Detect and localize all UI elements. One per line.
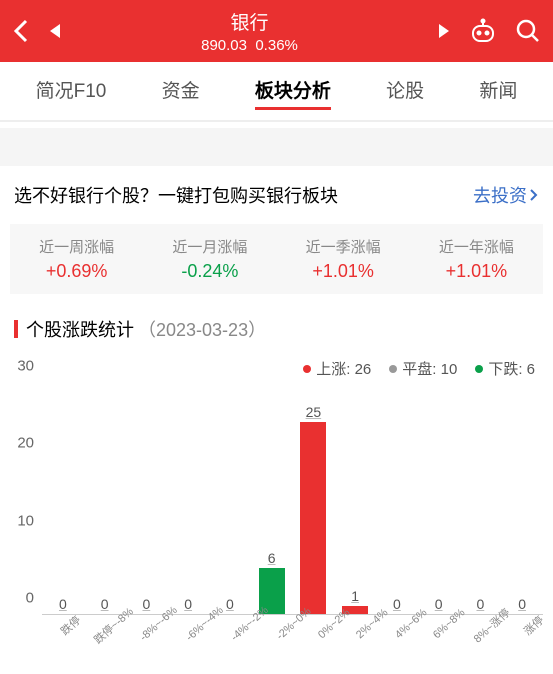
bar-value: 0 bbox=[226, 596, 234, 612]
bar-slot: 0 bbox=[42, 383, 84, 614]
section-date: （2023-03-23） bbox=[138, 316, 266, 342]
bar-value: 0 bbox=[393, 596, 401, 612]
sector-quote: 890.03 0.36% bbox=[201, 37, 298, 54]
period-label: 近一季涨幅 bbox=[277, 236, 410, 257]
chart-plot: 0 0 0 0 0 6 25 1 0 0 0 0 bbox=[42, 383, 543, 615]
bar-value: 1 bbox=[351, 588, 359, 604]
invest-text: 选不好银行个股？一键打包购买银行板块 bbox=[14, 182, 338, 208]
y-tick: 30 bbox=[17, 358, 34, 375]
period-value: +1.01% bbox=[277, 261, 410, 282]
app-header: 银行 890.03 0.36% bbox=[0, 0, 553, 62]
period-value: +1.01% bbox=[410, 261, 543, 282]
search-icon[interactable] bbox=[515, 18, 541, 44]
period-value: -0.24% bbox=[143, 261, 276, 282]
bar-slot: 0 bbox=[376, 383, 418, 614]
period-label: 近一年涨幅 bbox=[410, 236, 543, 257]
legend-label: 下跌: 6 bbox=[488, 358, 535, 379]
legend-dot bbox=[303, 365, 311, 373]
bar-slot: 25 bbox=[293, 383, 335, 614]
bar-value: 6 bbox=[268, 550, 276, 566]
spacer bbox=[0, 121, 553, 166]
legend-dot bbox=[475, 365, 483, 373]
bar-slot: 6 bbox=[251, 383, 293, 614]
tab-新闻[interactable]: 新闻 bbox=[479, 76, 517, 110]
period-value: +0.69% bbox=[10, 261, 143, 282]
tab-论股[interactable]: 论股 bbox=[386, 76, 424, 110]
tab-bar: 简况F10 资金 板块分析 论股 新闻 bbox=[0, 62, 553, 121]
invest-banner: 选不好银行个股？一键打包购买银行板块 去投资 bbox=[0, 166, 553, 224]
robot-icon[interactable] bbox=[469, 18, 497, 44]
period-label: 近一周涨幅 bbox=[10, 236, 143, 257]
tab-简况F10[interactable]: 简况F10 bbox=[36, 76, 107, 110]
bar-slot: 1 bbox=[334, 383, 376, 614]
period-item: 近一月涨幅 -0.24% bbox=[143, 236, 276, 282]
bar-value: 0 bbox=[476, 596, 484, 612]
period-label: 近一月涨幅 bbox=[143, 236, 276, 257]
legend-item: 下跌: 6 bbox=[475, 358, 535, 379]
period-item: 近一周涨幅 +0.69% bbox=[10, 236, 143, 282]
sector-name: 银行 bbox=[201, 8, 298, 35]
section-title-text: 个股涨跌统计 bbox=[26, 316, 134, 342]
legend-item: 平盘: 10 bbox=[389, 358, 457, 379]
bar bbox=[300, 422, 326, 615]
header-title-block: 银行 890.03 0.36% bbox=[201, 8, 298, 54]
bar-slot: 0 bbox=[84, 383, 126, 614]
period-item: 近一季涨幅 +1.01% bbox=[277, 236, 410, 282]
bar-slot: 0 bbox=[209, 383, 251, 614]
prev-icon[interactable] bbox=[48, 22, 62, 40]
y-tick: 20 bbox=[17, 435, 34, 452]
bar-value: 0 bbox=[142, 596, 150, 612]
legend-dot bbox=[389, 365, 397, 373]
bar-value: 0 bbox=[518, 596, 526, 612]
section-title: 个股涨跌统计 （2023-03-23） bbox=[0, 294, 553, 348]
period-stats-row: 近一周涨幅+0.69%近一月涨幅-0.24%近一季涨幅+1.01%近一年涨幅+1… bbox=[10, 224, 543, 294]
y-tick: 10 bbox=[17, 512, 34, 529]
y-axis: 0102030 bbox=[0, 383, 40, 615]
back-icon[interactable] bbox=[12, 17, 30, 45]
bar-slot: 0 bbox=[418, 383, 460, 614]
tab-板块分析[interactable]: 板块分析 bbox=[255, 76, 331, 110]
y-tick: 0 bbox=[26, 590, 34, 607]
tab-资金[interactable]: 资金 bbox=[162, 76, 200, 110]
bar-chart: 0102030 0000062510000 跌停跌停~-8%-8%~-6%-6%… bbox=[0, 383, 553, 663]
legend-item: 上涨: 26 bbox=[303, 358, 371, 379]
bar-slot: 0 bbox=[501, 383, 543, 614]
chart-legend: 上涨: 26 平盘: 10 下跌: 6 bbox=[0, 348, 553, 383]
bar-slot: 0 bbox=[167, 383, 209, 614]
bar-slot: 0 bbox=[460, 383, 502, 614]
legend-label: 上涨: 26 bbox=[316, 358, 371, 379]
bar-value: 0 bbox=[435, 596, 443, 612]
period-item: 近一年涨幅 +1.01% bbox=[410, 236, 543, 282]
bar-slot: 0 bbox=[126, 383, 168, 614]
legend-label: 平盘: 10 bbox=[402, 358, 457, 379]
x-axis: 跌停跌停~-8%-8%~-6%-6%~-4%-4%~-2%-2%~0%0%~2%… bbox=[42, 615, 543, 663]
invest-link[interactable]: 去投资 bbox=[473, 182, 539, 208]
bar-value: 0 bbox=[184, 596, 192, 612]
bar-value: 25 bbox=[306, 404, 322, 420]
next-icon[interactable] bbox=[437, 22, 451, 40]
chevron-right-icon bbox=[529, 188, 539, 202]
bar-value: 0 bbox=[101, 596, 109, 612]
